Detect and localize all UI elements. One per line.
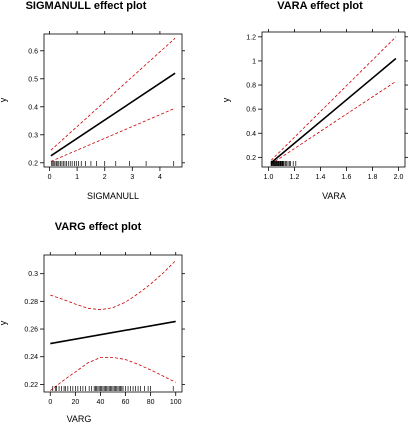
y-tick-label: 0.4: [246, 131, 256, 138]
confidence-band-upper: [50, 260, 176, 311]
x-tick-label: 1: [75, 174, 79, 181]
x-tick-label: 3: [130, 174, 134, 181]
y-tick-label: 0.24: [24, 354, 38, 361]
x-tick-label: 80: [147, 399, 155, 406]
x-tick-label: 20: [71, 399, 79, 406]
y-tick-label: 0.5: [28, 76, 38, 83]
chart-title: SIGMANULL effect plot: [26, 0, 147, 12]
y-tick-label: 0.6: [246, 107, 256, 114]
x-tick-label: 60: [122, 399, 130, 406]
y-tick-label: 0.3: [28, 271, 38, 278]
y-tick-label: 1.2: [246, 34, 256, 41]
x-tick-label: 100: [170, 399, 182, 406]
x-axis-label: VARA: [322, 191, 346, 201]
varg-effect-plot: VARG effect plot VARG y 0 20 40 60 80 100 0.22 0.2…: [0, 221, 185, 423]
confidence-band-upper: [50, 37, 176, 151]
y-tick-label: 1: [252, 58, 256, 65]
x-tick-label: 40: [97, 399, 105, 406]
x-tick-label: 0: [48, 174, 52, 181]
y-axis-label: y: [221, 97, 231, 102]
x-tick-label: 4: [158, 174, 162, 181]
x-tick-label: 1.0: [264, 174, 274, 181]
plot-frame: [43, 254, 183, 393]
sigmanull-effect-plot: SIGMANULL effect plot SIGMANULL y 0 1 2 3 4 0.2 0…: [0, 0, 185, 201]
y-tick-label: 0.4: [28, 104, 38, 111]
confidence-band-lower: [50, 356, 176, 391]
y-tick-label: 0.28: [24, 299, 38, 306]
x-axis-label: VARG: [67, 414, 92, 423]
y-tick-label: 0.6: [28, 48, 38, 55]
y-tick-label: 0.2: [28, 160, 38, 167]
vara-effect-plot: VARA effect plot VARA y 1.0 1.2 1.4 1.6 1.8 2.0 0…: [221, 0, 408, 201]
plot-frame: [43, 33, 183, 168]
x-tick-label: 0: [48, 399, 52, 406]
x-tick-label: 2.0: [394, 174, 404, 181]
chart-title: VARA effect plot: [277, 0, 363, 12]
chart-title: VARG effect plot: [55, 221, 142, 233]
y-axis-label: y: [0, 97, 8, 102]
y-tick-label: 0.26: [24, 327, 38, 334]
fit-line: [270, 57, 397, 164]
plot-frame: [261, 31, 406, 168]
x-tick-label: 1.4: [316, 174, 326, 181]
x-tick-label: 2: [103, 174, 107, 181]
x-tick-label: 1.6: [342, 174, 352, 181]
y-tick-label: 0.8: [246, 83, 256, 90]
fit-line: [50, 72, 176, 157]
confidence-band-lower: [270, 81, 397, 165]
x-axis-label: SIGMANULL: [87, 191, 139, 201]
confidence-band-lower: [50, 107, 176, 162]
y-axis-label: y: [0, 320, 8, 325]
x-tick-label: 1.8: [368, 174, 378, 181]
y-tick-label: 0.3: [28, 132, 38, 139]
confidence-band-upper: [270, 36, 397, 161]
y-tick-label: 0.2: [246, 155, 256, 162]
fit-line: [50, 320, 176, 345]
y-tick-label: 0.22: [24, 382, 38, 389]
x-tick-label: 1.2: [290, 174, 300, 181]
